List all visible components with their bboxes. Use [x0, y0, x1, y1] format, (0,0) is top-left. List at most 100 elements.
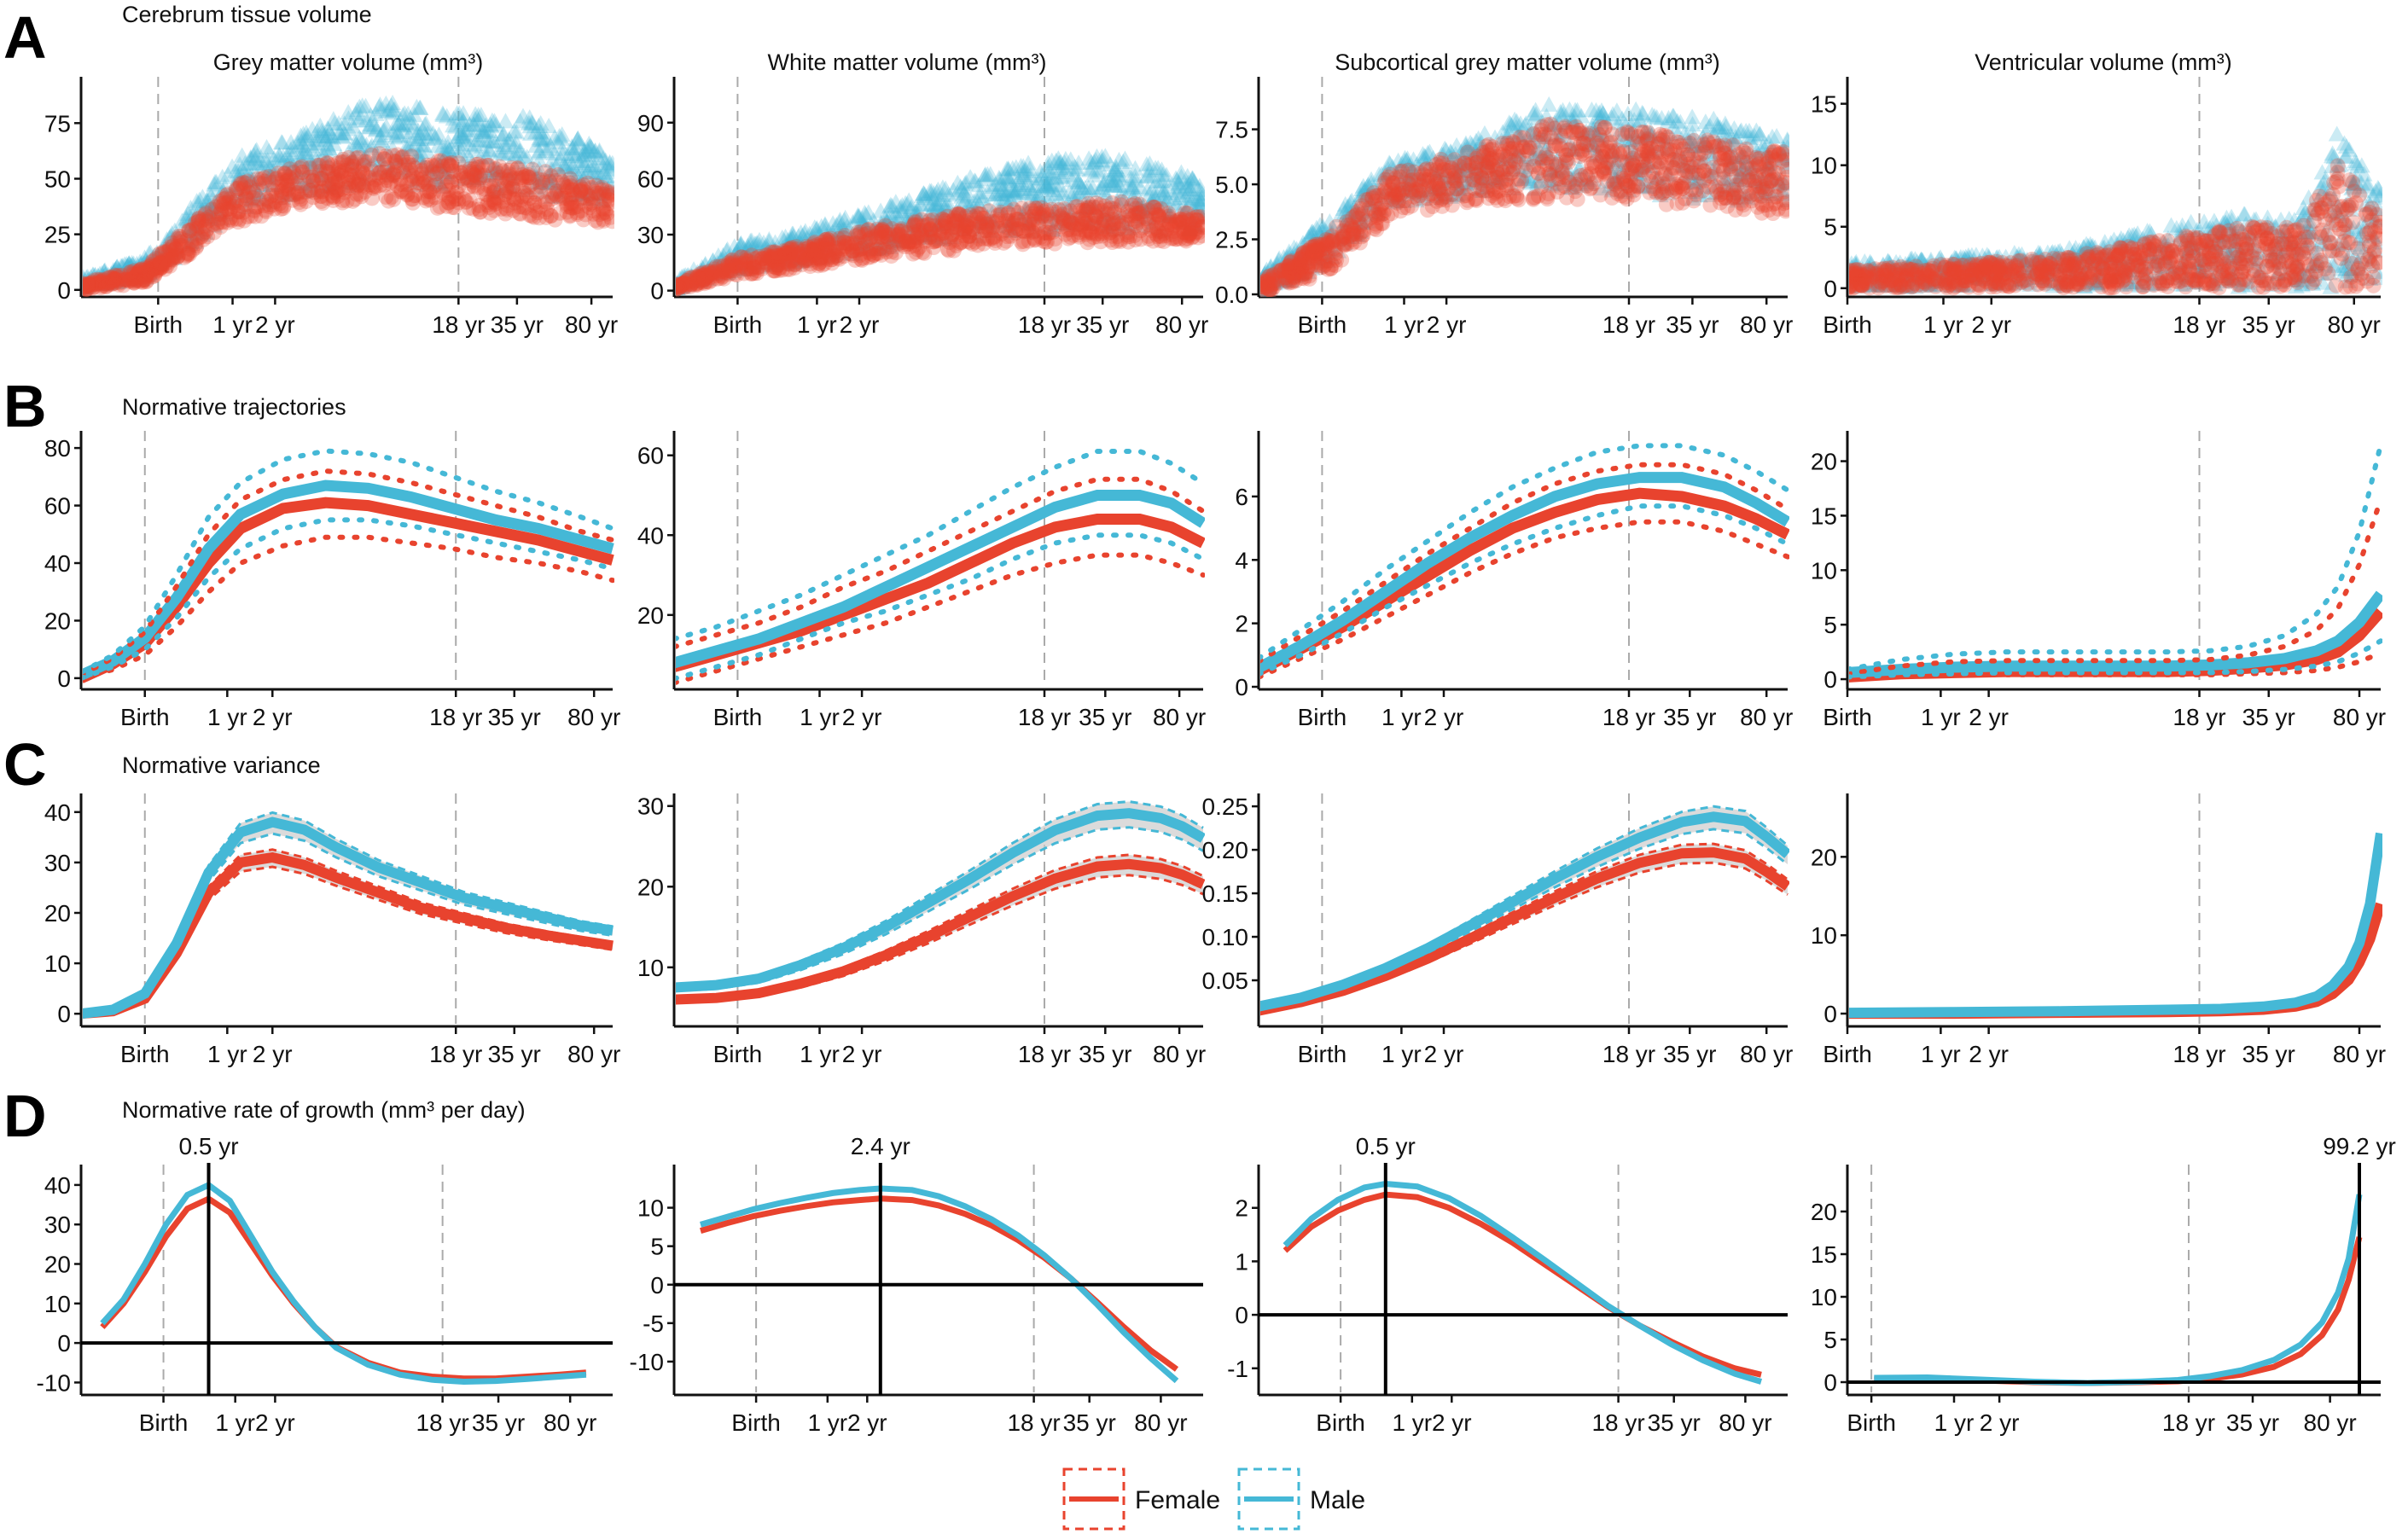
point-female [585, 206, 602, 222]
point-male [499, 145, 517, 161]
point-male [531, 166, 549, 183]
point-male [540, 174, 558, 190]
point-female [164, 250, 180, 266]
point-male [214, 183, 232, 199]
point-female [604, 213, 614, 230]
point-female [441, 190, 457, 206]
point-male [683, 268, 701, 284]
point-male [740, 254, 758, 270]
point-male [293, 175, 311, 191]
point-male [957, 182, 974, 198]
point-male [795, 244, 813, 260]
point-male [119, 264, 137, 281]
point-male [554, 145, 572, 161]
point-male [763, 250, 781, 266]
point-male [84, 266, 102, 282]
point-male [392, 148, 410, 165]
point-female [326, 168, 342, 184]
point-male [553, 130, 571, 146]
point-male [477, 117, 495, 133]
point-female [83, 282, 94, 297]
point-male [934, 215, 952, 231]
point-male [106, 269, 124, 285]
point-male [94, 269, 112, 285]
point-female [499, 201, 515, 218]
point-male [562, 161, 580, 177]
point-male [420, 160, 438, 176]
point-male [474, 166, 491, 183]
point-male [1080, 215, 1098, 231]
point-male [864, 222, 882, 238]
point-female [430, 153, 446, 169]
point-female [584, 179, 600, 195]
point-male [224, 158, 241, 174]
point-male [120, 259, 138, 276]
point-male [454, 125, 472, 141]
point-male [409, 131, 427, 147]
point-male [295, 143, 313, 160]
point-female [140, 264, 156, 280]
point-male [83, 271, 93, 288]
point-female [505, 202, 521, 218]
point-male [196, 211, 214, 227]
point-female [372, 177, 388, 194]
point-male [1167, 182, 1185, 198]
point-female [319, 155, 335, 171]
point-female [436, 186, 452, 202]
point-male [879, 223, 897, 239]
point-male [790, 234, 808, 250]
point-female [590, 214, 606, 230]
point-male [582, 139, 600, 155]
point-male [585, 189, 603, 206]
point-male [310, 182, 328, 198]
point-male [779, 239, 797, 255]
point-male [430, 126, 448, 142]
point-male [270, 169, 288, 185]
point-male [893, 203, 910, 219]
point-male [110, 262, 128, 278]
point-male [475, 127, 493, 143]
point-female [587, 212, 603, 229]
point-male [532, 124, 550, 140]
point-male [104, 262, 122, 278]
point-female [212, 219, 229, 235]
point-female [117, 272, 133, 288]
point-male [1130, 197, 1148, 213]
point-male [120, 256, 138, 272]
point-male [162, 242, 180, 259]
point-female [144, 253, 160, 270]
point-female [84, 274, 101, 290]
point-female [257, 173, 273, 189]
point-female [991, 220, 1007, 236]
point-male [122, 266, 140, 282]
point-male [223, 194, 241, 210]
point-male [1155, 197, 1173, 213]
point-male [1085, 154, 1103, 170]
point-female [133, 261, 149, 277]
point-female [86, 272, 102, 288]
point-female [465, 174, 481, 190]
point-male [830, 225, 848, 241]
point-male [808, 221, 826, 237]
point-female [414, 171, 430, 188]
point-male [237, 183, 255, 199]
point-male [594, 150, 612, 166]
point-female [451, 195, 467, 211]
point-male [1040, 181, 1058, 197]
point-female [526, 195, 543, 211]
point-male [573, 185, 591, 201]
point-male [602, 178, 614, 195]
point-female [466, 178, 482, 195]
point-female [847, 252, 864, 268]
point-male [563, 139, 581, 155]
point-female [363, 177, 379, 193]
point-female [573, 183, 589, 200]
point-male [487, 116, 505, 132]
point-female [509, 160, 526, 176]
point-female [1010, 221, 1027, 237]
point-female [181, 223, 197, 239]
point-male [592, 168, 610, 184]
point-male [992, 201, 1009, 218]
point-male [591, 185, 609, 201]
point-male [493, 129, 511, 145]
